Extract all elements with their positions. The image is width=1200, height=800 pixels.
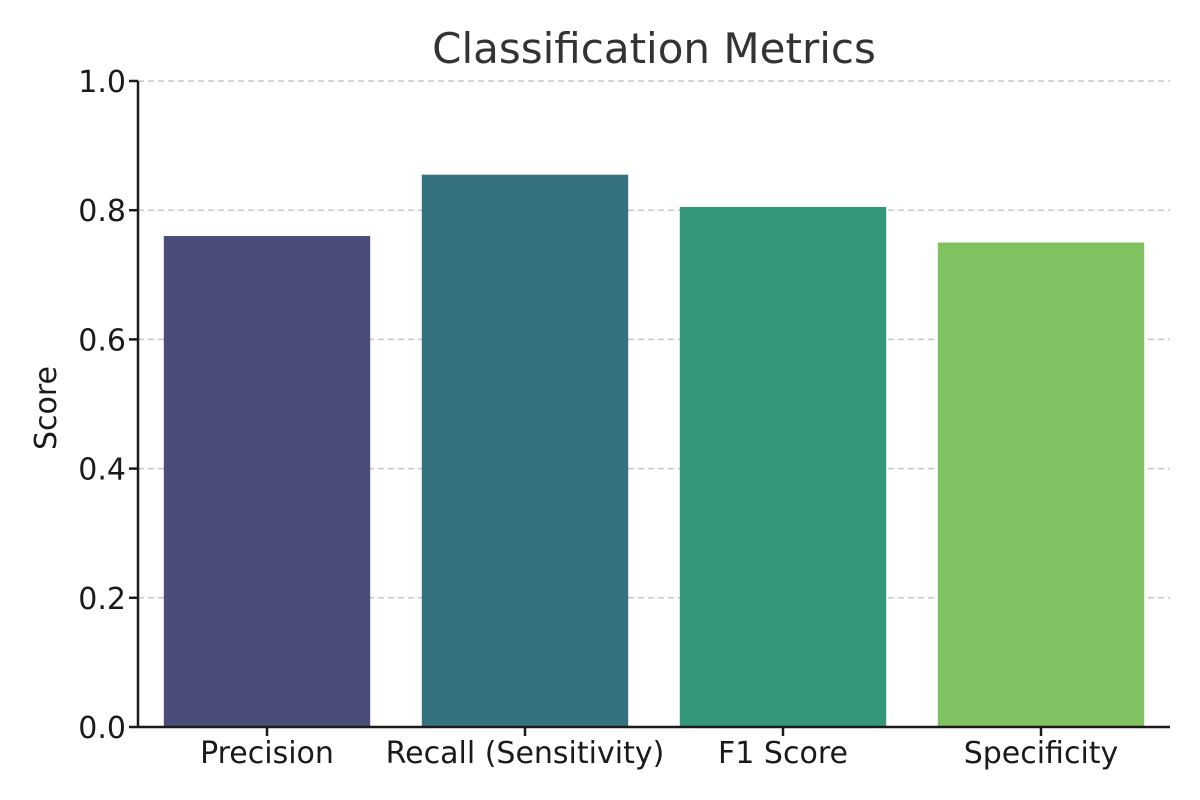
y-tick-label: 1.0 bbox=[78, 65, 126, 100]
bar-recall-sensitivity bbox=[421, 174, 629, 728]
chart-title: Classification Metrics bbox=[432, 24, 876, 73]
x-tick-label: Precision bbox=[200, 736, 334, 771]
x-axis: Precision Recall (Sensitivity) F1 Score Spe… bbox=[138, 725, 1170, 771]
y-tick-label: 0.2 bbox=[78, 582, 126, 617]
bars bbox=[163, 174, 1145, 728]
y-tick-label: 0.0 bbox=[78, 711, 126, 746]
y-tick-label: 0.6 bbox=[78, 323, 126, 358]
y-axis: 0.0 0.2 0.4 0.6 0.8 1.0 bbox=[78, 65, 140, 746]
y-axis-label: Score bbox=[29, 366, 64, 450]
bar-f1-score bbox=[679, 206, 887, 728]
x-tick-label: Recall (Sensitivity) bbox=[386, 736, 665, 771]
y-tick-label: 0.4 bbox=[78, 453, 126, 488]
y-tick-label: 0.8 bbox=[78, 194, 126, 229]
bar-specificity bbox=[937, 242, 1145, 727]
x-tick-label: Specificity bbox=[964, 736, 1119, 771]
bar-precision bbox=[163, 236, 371, 728]
x-tick-label: F1 Score bbox=[718, 736, 848, 771]
